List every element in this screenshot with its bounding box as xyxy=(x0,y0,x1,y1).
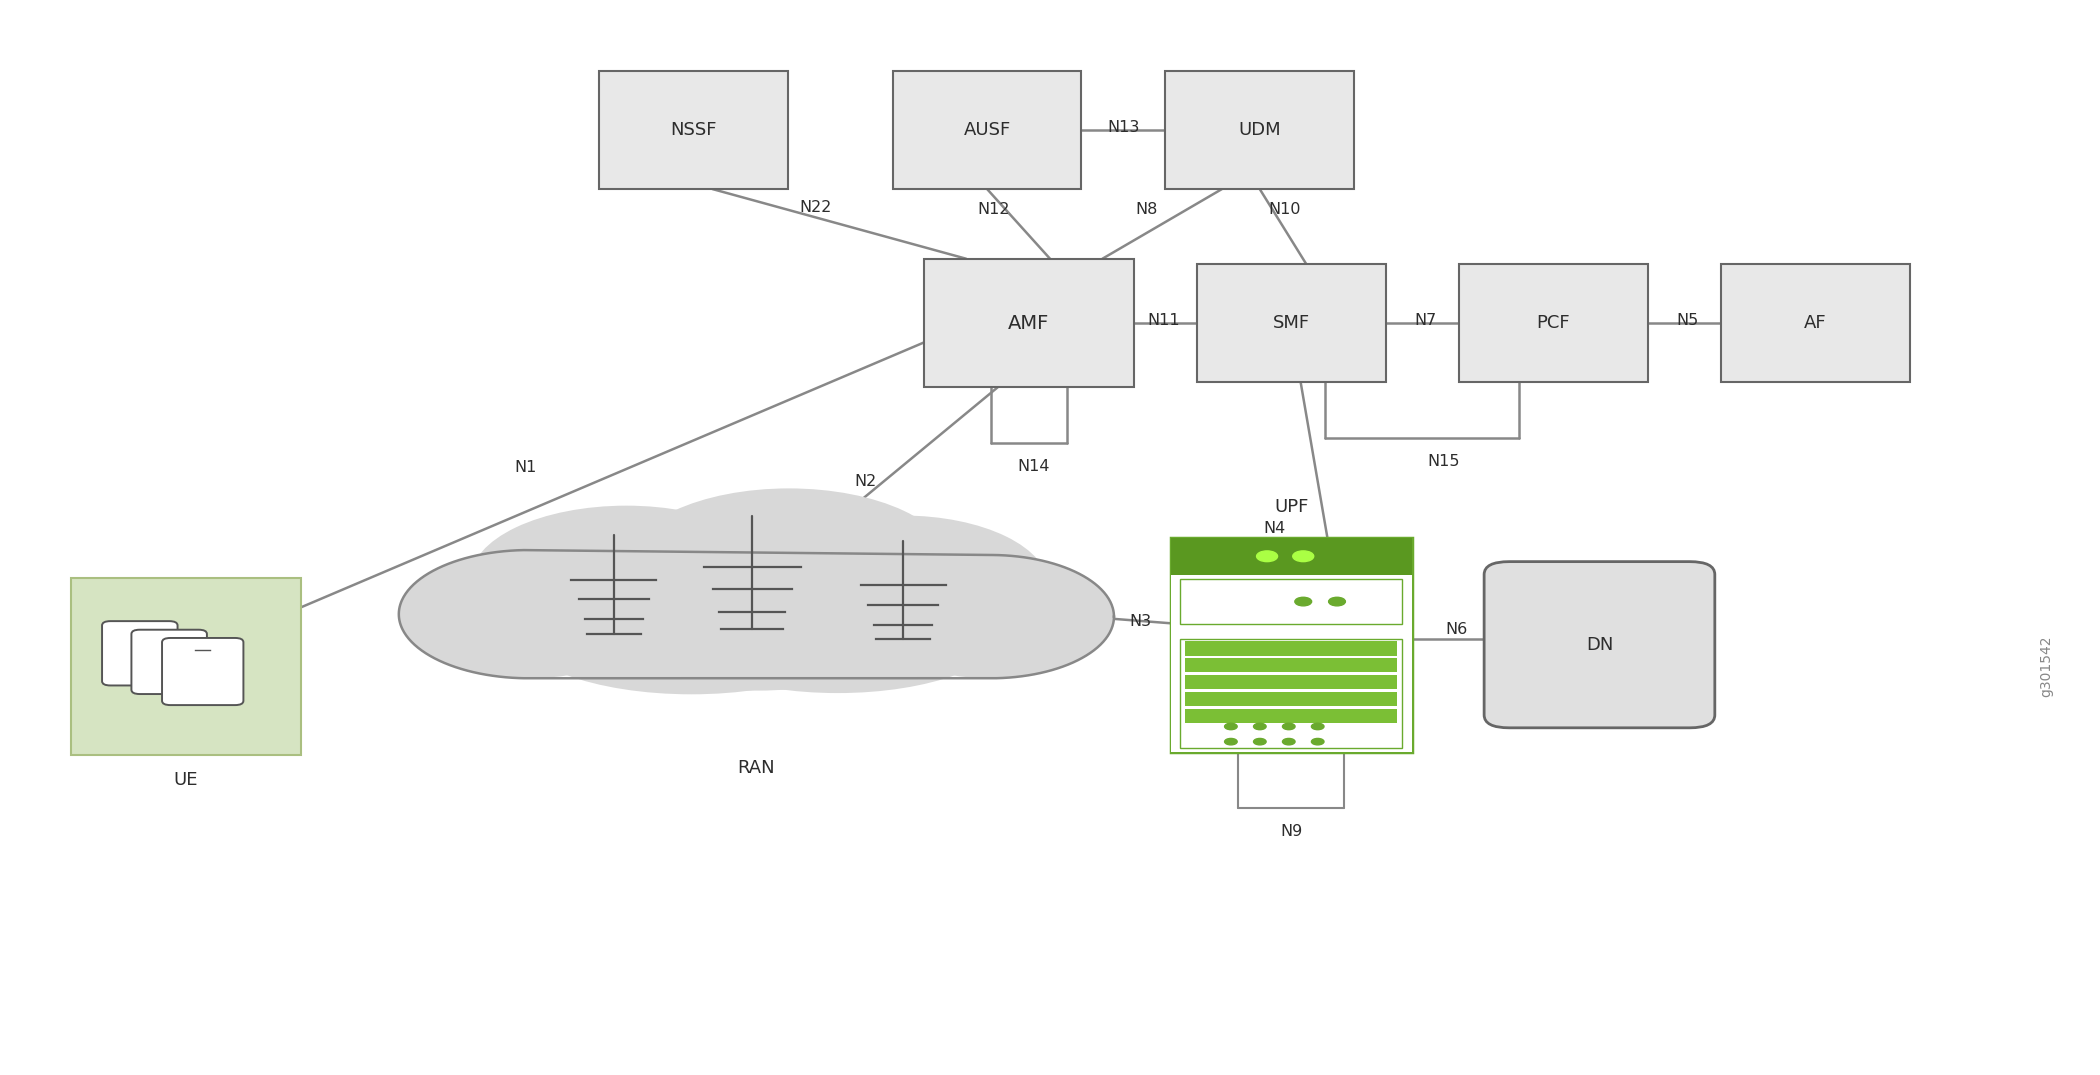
Text: RAN: RAN xyxy=(737,759,775,777)
Text: N7: N7 xyxy=(1413,314,1436,328)
Text: UE: UE xyxy=(174,772,197,789)
FancyBboxPatch shape xyxy=(1170,538,1411,575)
FancyBboxPatch shape xyxy=(892,71,1082,189)
Circle shape xyxy=(1329,598,1346,606)
Text: DN: DN xyxy=(1586,635,1613,654)
Text: N12: N12 xyxy=(976,202,1010,217)
Text: N9: N9 xyxy=(1281,823,1302,839)
Circle shape xyxy=(1283,723,1296,730)
Ellipse shape xyxy=(756,516,1050,659)
FancyBboxPatch shape xyxy=(1184,692,1396,706)
Ellipse shape xyxy=(867,555,1113,678)
FancyBboxPatch shape xyxy=(71,577,300,755)
FancyBboxPatch shape xyxy=(1184,708,1396,723)
Circle shape xyxy=(1256,550,1277,561)
Text: NSSF: NSSF xyxy=(670,121,716,139)
FancyBboxPatch shape xyxy=(1166,71,1354,189)
Ellipse shape xyxy=(554,513,958,690)
Text: UDM: UDM xyxy=(1239,121,1281,139)
FancyBboxPatch shape xyxy=(132,630,208,694)
Circle shape xyxy=(1254,723,1266,730)
FancyBboxPatch shape xyxy=(1184,658,1396,673)
Ellipse shape xyxy=(668,564,1006,693)
Circle shape xyxy=(1224,723,1237,730)
Text: N8: N8 xyxy=(1136,202,1157,217)
Ellipse shape xyxy=(470,505,783,654)
Text: g301542: g301542 xyxy=(2039,635,2054,697)
Text: AF: AF xyxy=(1804,314,1827,332)
FancyBboxPatch shape xyxy=(1180,639,1403,748)
Text: AUSF: AUSF xyxy=(964,121,1010,139)
Text: N15: N15 xyxy=(1428,454,1459,469)
Circle shape xyxy=(1254,739,1266,745)
Text: AMF: AMF xyxy=(1008,314,1050,332)
FancyBboxPatch shape xyxy=(103,621,178,686)
Ellipse shape xyxy=(626,488,951,642)
Text: N14: N14 xyxy=(1016,459,1050,474)
Text: N22: N22 xyxy=(798,200,832,215)
Circle shape xyxy=(1283,739,1296,745)
Text: N13: N13 xyxy=(1107,120,1140,135)
Text: N10: N10 xyxy=(1268,202,1302,217)
Text: N5: N5 xyxy=(1676,314,1699,328)
Circle shape xyxy=(1296,598,1312,606)
Text: N6: N6 xyxy=(1445,622,1468,637)
FancyBboxPatch shape xyxy=(598,71,788,189)
FancyBboxPatch shape xyxy=(1180,579,1403,624)
Text: N11: N11 xyxy=(1147,314,1180,328)
FancyBboxPatch shape xyxy=(1184,675,1396,689)
Text: N1: N1 xyxy=(514,460,538,475)
Ellipse shape xyxy=(399,550,659,678)
Circle shape xyxy=(1310,739,1323,745)
FancyBboxPatch shape xyxy=(1460,264,1649,382)
Text: PCF: PCF xyxy=(1537,314,1571,332)
FancyBboxPatch shape xyxy=(1184,642,1396,656)
FancyBboxPatch shape xyxy=(1170,538,1411,751)
Text: UPF: UPF xyxy=(1275,499,1308,516)
FancyBboxPatch shape xyxy=(1197,264,1386,382)
Circle shape xyxy=(1310,723,1323,730)
FancyBboxPatch shape xyxy=(1170,575,1411,751)
Circle shape xyxy=(1294,550,1315,561)
FancyBboxPatch shape xyxy=(1485,561,1716,728)
Text: N2: N2 xyxy=(855,474,876,489)
Text: N3: N3 xyxy=(1130,614,1151,629)
Text: SMF: SMF xyxy=(1273,314,1310,332)
FancyBboxPatch shape xyxy=(162,637,244,705)
Circle shape xyxy=(1224,739,1237,745)
Ellipse shape xyxy=(512,559,869,694)
Text: N4: N4 xyxy=(1264,521,1285,536)
FancyBboxPatch shape xyxy=(1722,264,1909,382)
FancyBboxPatch shape xyxy=(924,259,1134,387)
